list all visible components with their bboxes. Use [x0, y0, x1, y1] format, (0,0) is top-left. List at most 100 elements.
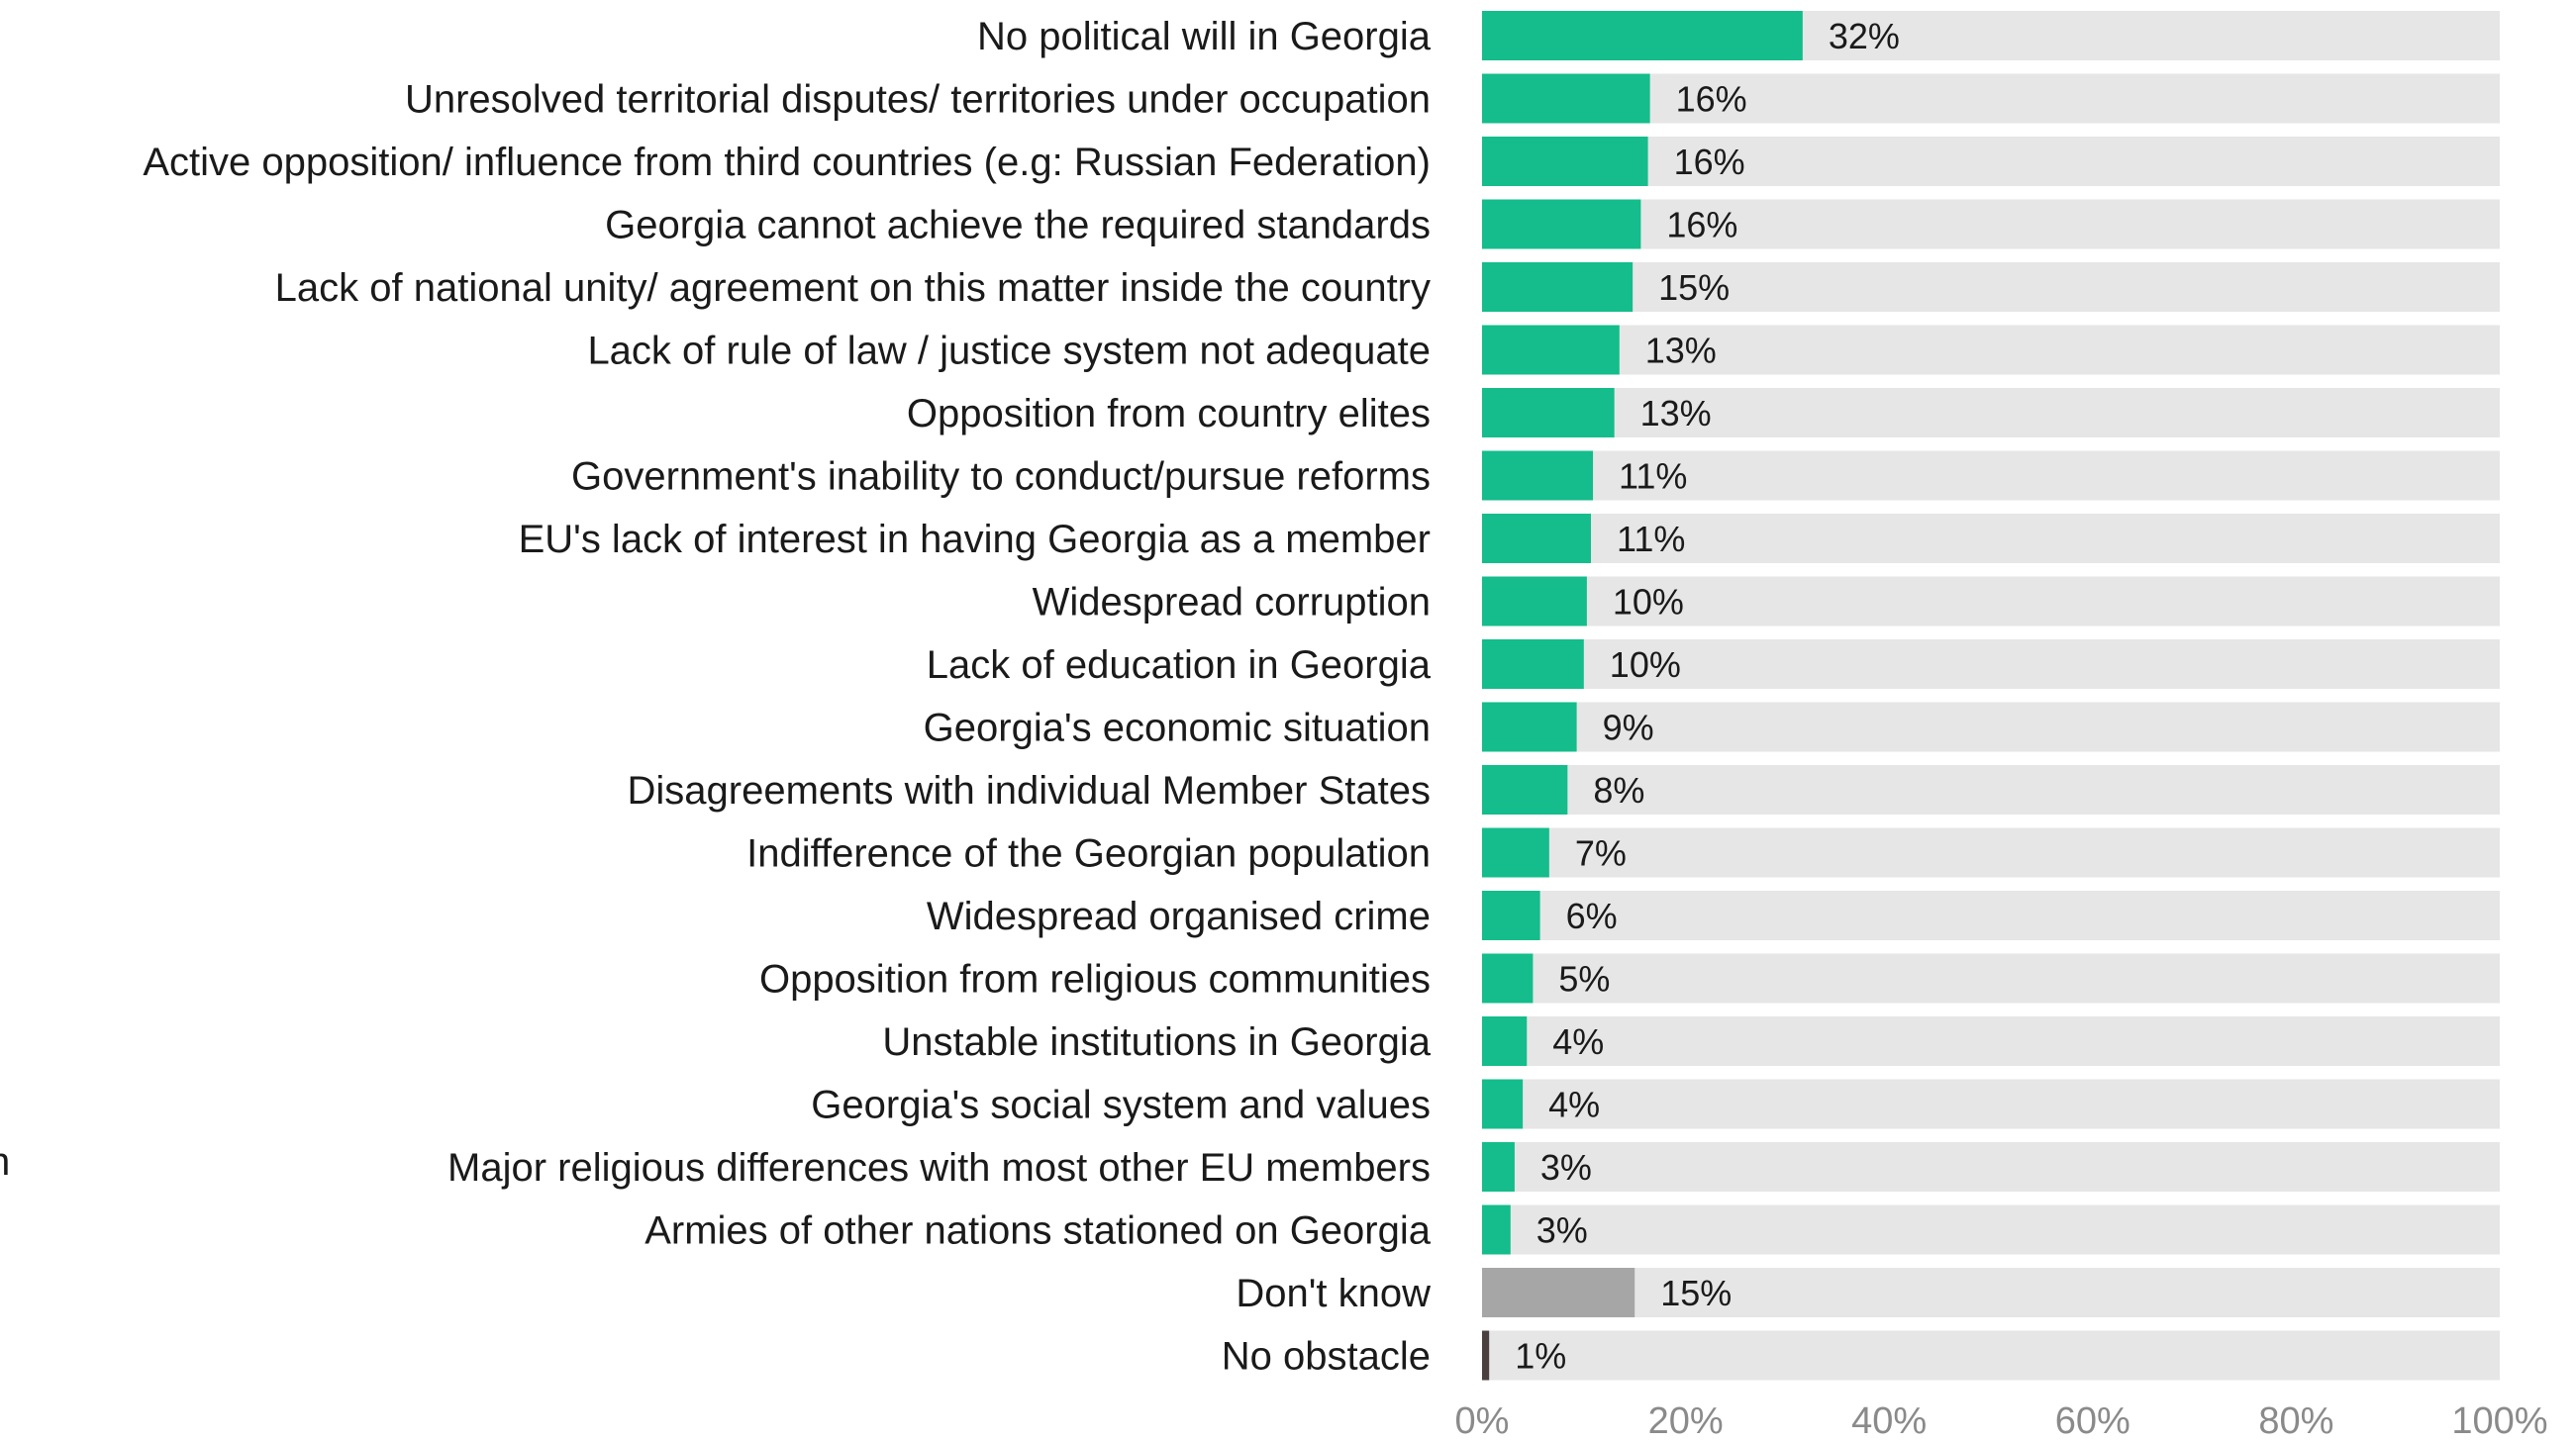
bar	[1482, 388, 1615, 437]
x-tick-label: 100%	[2451, 1400, 2547, 1442]
x-tick-label: 40%	[1851, 1400, 1927, 1442]
bar	[1482, 11, 1803, 60]
bar	[1482, 702, 1577, 752]
category-label: Widespread corruption	[1033, 581, 1431, 625]
bar	[1482, 325, 1620, 375]
x-tick-label: 80%	[2258, 1400, 2333, 1442]
x-tick-label: 60%	[2055, 1400, 2130, 1442]
bar	[1482, 891, 1540, 940]
category-label: Government's inability to conduct/pursue…	[571, 455, 1431, 499]
bar	[1482, 137, 1648, 186]
chart-rows: No political will in Georgia 32% Unresolve…	[143, 11, 2500, 1381]
bar-row: No political will in Georgia 32%	[977, 11, 2500, 60]
bar-row: No obstacle 1%	[1222, 1330, 2500, 1381]
bar-row: Opposition from religious communities 5%	[759, 953, 2500, 1004]
bar-row: Active opposition/ influence from third …	[143, 137, 2500, 186]
cropped-edge-text: n	[0, 1140, 10, 1185]
data-label: 16%	[1666, 205, 1737, 245]
bar	[1482, 73, 1650, 124]
bar-row: Georgia cannot achieve the required stan…	[605, 199, 2500, 249]
bar-row: Unstable institutions in Georgia 4%	[882, 1016, 2500, 1066]
bar	[1482, 1079, 1524, 1129]
data-label: 4%	[1552, 1021, 1604, 1062]
data-label: 15%	[1660, 1273, 1732, 1313]
category-label: Don't know	[1236, 1272, 1431, 1315]
data-label: 3%	[1540, 1147, 1592, 1188]
x-tick-label: 0%	[1455, 1400, 1510, 1442]
bar-remainder	[1482, 262, 2500, 312]
category-label: Opposition from country elites	[907, 392, 1431, 435]
bar-row: Don't know 15%	[1236, 1268, 2500, 1317]
data-label: 8%	[1593, 770, 1644, 811]
category-label: No political will in Georgia	[977, 15, 1432, 58]
bar-row: Lack of education in Georgia 10%	[927, 639, 2500, 689]
bar-row: Widespread organised crime 6%	[927, 891, 2500, 940]
bar-remainder	[1482, 639, 2500, 689]
category-label: Disagreements with individual Member Sta…	[628, 769, 1431, 813]
data-label: 5%	[1558, 959, 1610, 1000]
bar	[1482, 1016, 1528, 1066]
category-label: Lack of education in Georgia	[927, 643, 1432, 687]
data-label: 6%	[1566, 896, 1618, 936]
bar-remainder	[1482, 576, 2500, 626]
bar	[1482, 576, 1587, 626]
data-label: 4%	[1548, 1085, 1600, 1125]
bar	[1482, 827, 1549, 878]
category-label: Georgia's economic situation	[924, 707, 1431, 750]
bar-row: Major religious differences with most ot…	[447, 1142, 2500, 1192]
data-label: 1%	[1515, 1336, 1566, 1377]
bar-remainder	[1482, 514, 2500, 563]
category-label: Unstable institutions in Georgia	[882, 1020, 1431, 1064]
data-label: 10%	[1610, 644, 1681, 685]
bar-remainder	[1482, 953, 2500, 1004]
bar	[1482, 765, 1568, 815]
x-tick-label: 20%	[1648, 1400, 1724, 1442]
bar	[1482, 262, 1634, 312]
bar	[1482, 450, 1594, 501]
data-label: 16%	[1676, 79, 1747, 120]
bar-remainder	[1482, 1079, 2500, 1129]
bar-remainder	[1482, 1016, 2500, 1066]
bar	[1482, 1268, 1635, 1317]
category-label: Opposition from religious communities	[759, 958, 1431, 1002]
category-label: Lack of national unity/ agreement on thi…	[275, 266, 1431, 310]
category-label: Lack of rule of law / justice system not…	[587, 330, 1431, 373]
bar-row: Georgia's social system and values 4%	[811, 1079, 2500, 1129]
data-label: 32%	[1829, 16, 1900, 56]
bar-row: Lack of national unity/ agreement on thi…	[275, 262, 2500, 312]
data-label: 9%	[1603, 708, 1654, 748]
data-label: 13%	[1640, 393, 1712, 433]
bar-row: EU's lack of interest in having Georgia …	[519, 514, 2500, 563]
bar-row: Lack of rule of law / justice system not…	[587, 325, 2500, 375]
bar-remainder	[1482, 765, 2500, 815]
bar-row: Government's inability to conduct/pursue…	[571, 450, 2500, 501]
data-label: 11%	[1619, 456, 1687, 497]
bar-row: Armies of other nations stationed on Geo…	[644, 1204, 2500, 1255]
bar-row: Disagreements with individual Member Sta…	[628, 765, 2500, 815]
data-label: 3%	[1536, 1210, 1588, 1251]
bar-remainder	[1482, 1268, 2500, 1317]
bar-remainder	[1482, 1204, 2500, 1255]
data-label: 11%	[1617, 519, 1685, 559]
category-label: Armies of other nations stationed on Geo…	[644, 1209, 1432, 1253]
bar-remainder	[1482, 199, 2500, 249]
bar-remainder	[1482, 702, 2500, 752]
bar-remainder	[1482, 891, 2500, 940]
category-label: Major religious differences with most ot…	[447, 1146, 1431, 1190]
category-label: Active opposition/ influence from third …	[143, 141, 1431, 184]
bar-remainder	[1482, 137, 2500, 186]
data-label: 13%	[1645, 331, 1717, 371]
category-label: EU's lack of interest in having Georgia …	[519, 518, 1431, 561]
bar	[1482, 1330, 1490, 1381]
bar-remainder	[1482, 1330, 2500, 1381]
data-label: 7%	[1575, 833, 1627, 874]
bar-remainder	[1482, 388, 2500, 437]
data-label: 10%	[1613, 582, 1684, 623]
bar-remainder	[1482, 1142, 2500, 1192]
bar-row: Opposition from country elites 13%	[907, 388, 2500, 437]
category-label: Georgia cannot achieve the required stan…	[605, 204, 1431, 247]
bar	[1482, 1142, 1515, 1192]
x-axis: 0% 20% 40% 60% 80% 100%	[1455, 1400, 2548, 1442]
bar	[1482, 639, 1584, 689]
bar-remainder	[1482, 827, 2500, 878]
